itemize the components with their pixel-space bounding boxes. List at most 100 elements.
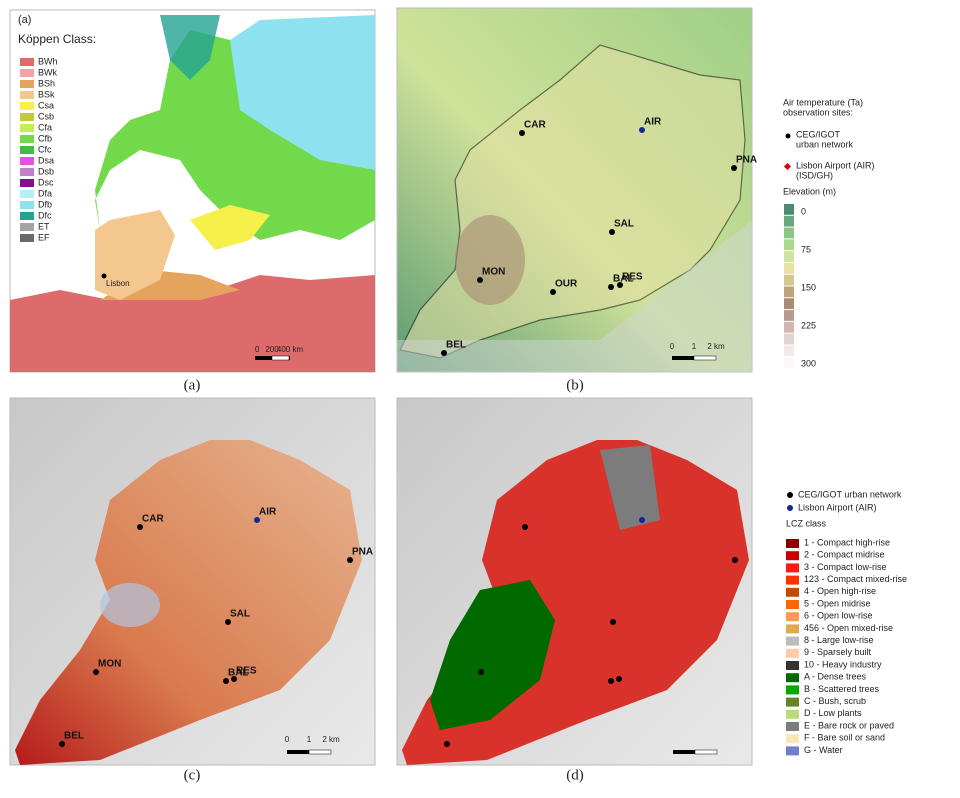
legend-swatch: [786, 539, 799, 548]
site-label: SAL: [230, 609, 250, 620]
legend-label: Dsa: [38, 155, 54, 165]
site-dot: [478, 669, 484, 675]
legend-swatch: [786, 563, 799, 573]
legend-dot: [787, 505, 793, 511]
legend-swatch: [20, 201, 34, 209]
elevation-swatch: [784, 321, 794, 333]
legend-swatch: [786, 685, 799, 695]
legend-label: Dsb: [38, 166, 54, 176]
caption: (b): [566, 377, 584, 393]
site-label: BAL: [228, 668, 249, 679]
legend-diamond: [783, 162, 792, 171]
site-dot: [441, 350, 447, 356]
legend-label: urban network: [796, 139, 854, 149]
elevation-label: 150: [801, 282, 816, 292]
caption: (a): [184, 377, 201, 393]
city-dot: [101, 273, 107, 279]
elevation-swatch: [784, 204, 794, 215]
legend-swatch: [20, 135, 34, 143]
legend-swatch: [786, 673, 799, 683]
elevation-swatch: [784, 286, 794, 298]
legend-label: EF: [38, 232, 50, 242]
site-label: BEL: [64, 731, 84, 742]
legend-label: Lisbon Airport (AIR): [798, 502, 877, 512]
elevation-swatch: [784, 357, 794, 368]
elevation-swatch: [784, 251, 794, 262]
site-label: MON: [98, 659, 121, 670]
site-label: RES: [236, 666, 257, 677]
legend-title: observation sites:: [783, 107, 853, 117]
legend-label: D - Low plants: [804, 708, 862, 718]
legend-label: Dsc: [38, 177, 54, 187]
site-label: CAR: [142, 514, 164, 525]
city-temperature: [15, 440, 362, 765]
legend-swatch: [20, 179, 34, 187]
scale-bar: [308, 749, 332, 755]
legend-label: 3 - Compact low-rise: [804, 562, 887, 572]
legend-title: Elevation (m): [783, 186, 836, 196]
caption: (c): [184, 767, 201, 783]
site-dot: [254, 517, 260, 523]
river: [397, 220, 752, 372]
legend-label: (ISD/GH): [796, 170, 833, 180]
lcz-forest: [430, 580, 555, 730]
site-dot: [732, 557, 738, 563]
legend-label: C - Bush, scrub: [804, 696, 866, 706]
legend-swatch: [20, 58, 34, 66]
site-label: BAL: [613, 274, 634, 285]
legend-label: CEG/IGOT urban network: [798, 489, 902, 499]
land: [95, 210, 175, 300]
site-dot: [444, 741, 450, 747]
site-dot: [608, 284, 614, 290]
legend-label: E - Bare rock or paved: [804, 720, 894, 730]
site-dot: [519, 130, 525, 136]
legend-label: 1 - Compact high-rise: [804, 537, 890, 547]
legend-swatch: [786, 575, 799, 585]
scale-bar: [271, 355, 290, 361]
land: [160, 15, 220, 80]
legend-label: 6 - Open low-rise: [804, 611, 873, 621]
legend-label: Csb: [38, 111, 54, 121]
legend-swatch: [20, 102, 34, 110]
elevation-swatch: [784, 274, 794, 286]
site-label: PNA: [352, 547, 373, 558]
legend-swatch: [786, 636, 799, 646]
site-dot: [639, 517, 645, 523]
legend-label: ET: [38, 221, 50, 231]
scale-label: 1: [692, 342, 697, 351]
legend-label: 123 - Compact mixed-rise: [804, 574, 907, 584]
legend-swatch: [20, 124, 34, 132]
legend-swatch: [20, 223, 34, 231]
legend-swatch: [786, 734, 799, 744]
legend-label: Cfb: [38, 133, 52, 143]
legend-label: BSh: [38, 78, 55, 88]
legend-swatch: [786, 612, 799, 622]
site-dot: [347, 557, 353, 563]
legend-label: G - Water: [804, 745, 843, 755]
scale-label: 200: [265, 345, 279, 354]
city-label: Lisbon: [106, 279, 130, 288]
elevation-swatch: [784, 310, 794, 321]
site-dot: [137, 524, 143, 530]
legend-swatch: [20, 234, 34, 242]
elevation-label: 225: [801, 320, 816, 330]
legend-label: 2 - Compact midrise: [804, 550, 885, 560]
site-dot: [522, 524, 528, 530]
site-dot: [731, 165, 737, 171]
site-dot: [550, 289, 556, 295]
site-dot: [608, 678, 614, 684]
elevation-swatch: [784, 333, 794, 345]
legend-swatch: [786, 746, 799, 756]
scale-label: 0: [255, 345, 260, 354]
land: [95, 30, 375, 240]
legend-label: 456 - Open mixed-rise: [804, 623, 893, 633]
site-dot: [609, 229, 615, 235]
legend-swatch: [20, 146, 34, 154]
legend-swatch: [20, 157, 34, 165]
site-dot: [59, 741, 65, 747]
legend-label: 10 - Heavy industry: [804, 659, 882, 669]
scale-label: 2 km: [322, 735, 340, 744]
legend-label: BWh: [38, 56, 58, 66]
legend-swatch: [20, 80, 34, 88]
site-dot: [231, 676, 237, 682]
